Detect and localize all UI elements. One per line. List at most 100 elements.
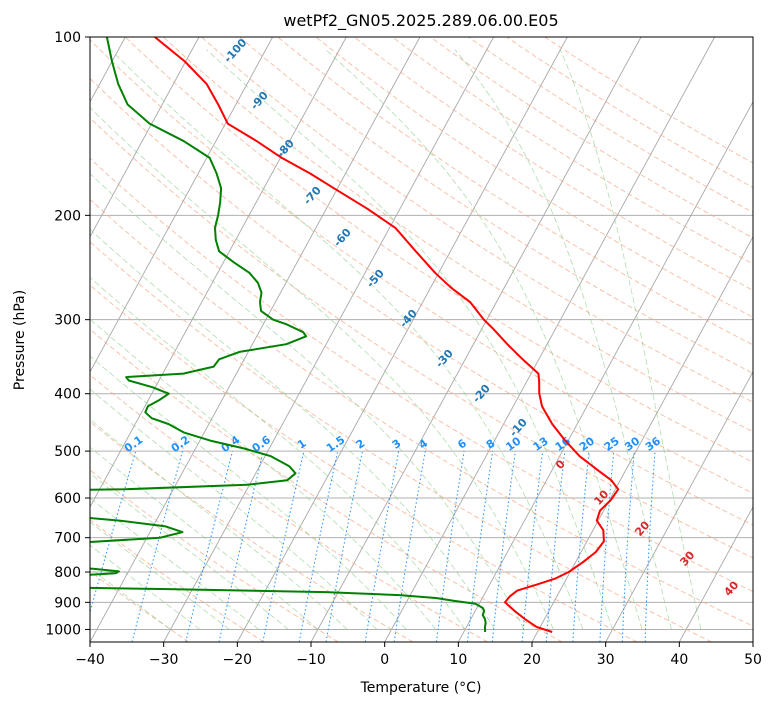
dry-adiabat-line — [391, 37, 753, 265]
dry-adiabat-line — [163, 37, 753, 433]
mixing-ratio-line — [325, 451, 363, 642]
x-tick-label: −20 — [223, 652, 253, 668]
mixing-ratio-label: 1.5 — [324, 433, 347, 455]
x-tick-label: −10 — [296, 652, 326, 668]
mixing-ratio-line — [131, 450, 183, 642]
dry-adiabat-label: -10 — [507, 416, 530, 440]
y-tick-label: 900 — [54, 595, 81, 611]
isotherm-line — [90, 37, 421, 642]
x-tick-label: −40 — [75, 652, 105, 668]
moist-adiabat-line — [110, 49, 584, 630]
moist-adiabat-label: 40 — [721, 578, 741, 598]
dry-adiabat-line — [239, 37, 753, 374]
moist-adiabat-line — [90, 318, 437, 630]
isotherm-line — [531, 235, 753, 642]
dry-adiabat-line — [544, 37, 753, 164]
dry-adiabat-line — [90, 421, 414, 642]
dry-adiabat-line — [90, 39, 753, 494]
dry-adiabat-line — [90, 328, 563, 642]
dry-adiabat-line — [90, 241, 712, 642]
y-tick-label: 1000 — [45, 622, 81, 638]
dry-adiabat-label: -30 — [433, 347, 456, 371]
y-axis-ticks: 100 200 300 400 500 600 700 800 900 1000 — [45, 30, 90, 638]
mixing-ratio-line — [621, 451, 635, 642]
dry-adiabat-line — [90, 284, 638, 642]
moist-adiabat-line — [90, 472, 289, 630]
mixing-ratio-line — [491, 451, 516, 642]
pressure-gridlines — [90, 37, 753, 630]
moist-adiabat-line — [90, 173, 525, 630]
isotherm-line — [163, 37, 495, 642]
isotherm-line — [384, 37, 716, 642]
moist-adiabat-label: 20 — [632, 518, 652, 538]
dry-adiabat-label: -70 — [301, 184, 324, 208]
moist-adiabat-line — [325, 49, 643, 630]
dry-adiabat-line — [277, 37, 753, 346]
x-tick-label: 50 — [744, 652, 762, 668]
mixing-ratio-line — [185, 450, 233, 642]
x-tick-label: 30 — [597, 652, 615, 668]
dry-adiabat-line — [90, 374, 488, 642]
plot-frame — [89, 36, 754, 643]
dry-adiabat-line — [353, 37, 753, 291]
dry-adiabat-line — [90, 117, 753, 559]
dry-adiabat-line — [90, 570, 190, 642]
dry-adiabat-line — [90, 198, 753, 627]
mixing-ratio-line — [545, 451, 566, 642]
isotherm-line — [457, 100, 753, 642]
moist-adiabat-label: 10 — [591, 487, 611, 507]
dry-adiabats — [90, 37, 753, 642]
y-tick-label: 700 — [54, 531, 81, 547]
moist-adiabat-line — [90, 446, 319, 630]
mixing-ratio-label: 3 — [390, 437, 404, 452]
dewpoint-line — [90, 37, 487, 633]
mixing-ratio-line — [298, 450, 339, 642]
isotherm-line — [90, 37, 274, 373]
mixing-ratio-line — [435, 451, 465, 642]
dry-adiabat-label: -90 — [248, 89, 271, 113]
isotherm-line — [236, 37, 568, 642]
moist-adiabats — [90, 49, 702, 630]
x-tick-label: 40 — [670, 652, 688, 668]
x-tick-label: 10 — [449, 652, 467, 668]
moist-adiabat-line — [454, 49, 672, 630]
dry-adiabat-label: -40 — [397, 307, 420, 331]
mixing-ratio-lines — [90, 450, 656, 642]
moist-adiabat-line — [90, 388, 378, 630]
mixing-ratio-line — [572, 451, 590, 642]
plot-area: -100-90-80-70-60-50-40-30-20-10010203040… — [90, 36, 753, 642]
sounding-series — [90, 37, 620, 633]
dry-adiabat-line — [90, 469, 339, 642]
isotherm-line — [605, 370, 753, 642]
mixing-ratio-line — [262, 450, 305, 642]
moist-adiabat-line — [206, 49, 613, 630]
x-axis-label: Temperature (°C) — [360, 680, 482, 696]
mixing-ratio-line — [467, 451, 494, 642]
dry-adiabat-line — [430, 37, 753, 239]
moist-adiabat-line — [90, 521, 230, 630]
y-tick-label: 800 — [54, 565, 81, 581]
dry-adiabat-label: -100 — [221, 36, 249, 65]
moist-adiabat-label: 30 — [677, 548, 697, 568]
mixing-ratio-line — [364, 451, 400, 642]
dry-adiabat-line — [124, 37, 753, 463]
moist-adiabat-line — [90, 544, 201, 630]
y-tick-label: 500 — [54, 444, 81, 460]
x-tick-label: 20 — [523, 652, 541, 668]
dry-adiabat-line — [90, 519, 264, 642]
isotherm-line — [90, 37, 200, 238]
moist-adiabat-line — [559, 49, 702, 630]
y-tick-label: 400 — [54, 387, 81, 403]
y-tick-label: 600 — [54, 491, 81, 507]
x-tick-label: −30 — [149, 652, 179, 668]
moist-adiabat-line — [90, 107, 554, 630]
y-tick-label: 300 — [54, 313, 81, 329]
dry-adiabat-label: -50 — [364, 267, 387, 291]
mixing-ratio-label: 4 — [416, 436, 430, 451]
y-tick-label: 100 — [54, 30, 81, 46]
x-axis-ticks: −40 −30 −20 −10 0 10 20 30 40 50 — [75, 642, 762, 668]
mixing-ratio-line — [218, 450, 264, 642]
isotherm-line — [90, 37, 347, 508]
isotherm-line — [752, 641, 753, 642]
